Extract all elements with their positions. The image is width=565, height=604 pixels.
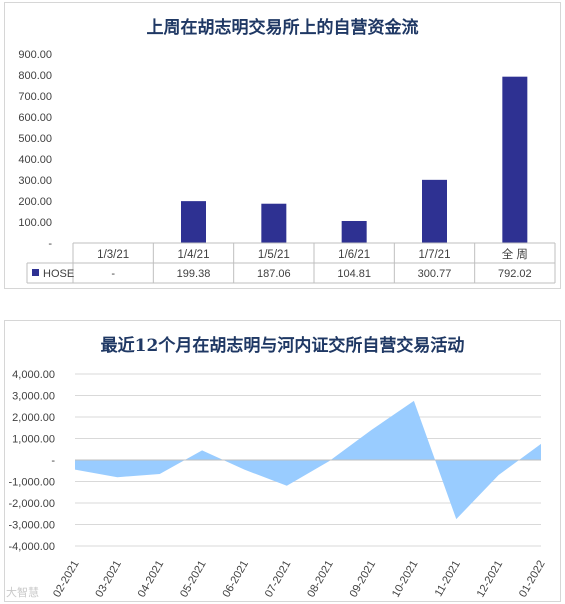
- data-label: 300.77: [418, 268, 452, 280]
- x-tick-label: 12-2021: [475, 559, 506, 600]
- x-tick-label: 08-2021: [305, 559, 336, 600]
- y-tick-label: -2,000.00: [9, 498, 55, 510]
- y-tick-label: 700.00: [18, 91, 52, 103]
- y-tick-label: -1,000.00: [9, 477, 55, 489]
- x-tick-label: 11-2021: [433, 559, 463, 599]
- x-tick-label: 09-2021: [348, 559, 379, 600]
- y-tick-label: 200.00: [18, 196, 52, 208]
- data-label: -: [111, 268, 115, 280]
- x-tick-label: 1/5/21: [258, 249, 290, 261]
- y-tick-label: 1,000.00: [12, 434, 55, 446]
- y-tick-label: -4,000.00: [9, 541, 55, 553]
- y-tick-label: 600.00: [18, 112, 52, 124]
- x-tick-label: 02-2021: [51, 559, 82, 600]
- y-tick-label: 100.00: [18, 217, 52, 229]
- data-label: 792.02: [498, 268, 532, 280]
- y-tick-label: 500.00: [18, 133, 52, 145]
- x-tick-label: 10-2021: [390, 559, 421, 600]
- x-tick-label: 1/3/21: [97, 249, 129, 261]
- bar: [261, 203, 287, 243]
- monthly-chart-svg: 4,000.00 3,000.00 2,000.00 1,000.00 - -1,000.…: [9, 369, 548, 600]
- y-tick-label: 800.00: [18, 70, 52, 82]
- data-label: 187.06: [257, 268, 291, 280]
- legend-label: HOSE: [43, 268, 74, 280]
- legend-swatch: [32, 269, 39, 276]
- y-tick-label: 300.00: [18, 175, 52, 187]
- y-tick-label: 400.00: [18, 154, 52, 166]
- x-tick-label: 01-2022: [517, 559, 548, 600]
- monthly-chart-panel: 最近12个月在胡志明与河内证交所自营交易活动 4,000.00 3,000.00 2…: [4, 320, 561, 602]
- y-tick-label: 2,000.00: [12, 412, 55, 424]
- x-tick-label: 1/7/21: [419, 249, 451, 261]
- x-tick-label: 06-2021: [220, 559, 251, 600]
- y-tick-label: -: [51, 455, 55, 467]
- x-tick-label: 04-2021: [136, 559, 167, 600]
- y-tick-label: 3,000.00: [12, 391, 55, 403]
- x-tick-label: 全 周: [502, 247, 528, 261]
- x-tick-label: 07-2021: [263, 559, 294, 600]
- data-label: 199.38: [177, 268, 211, 280]
- x-tick-label: 1/4/21: [178, 249, 210, 261]
- watermark-text: 大智慧: [6, 586, 39, 599]
- weekly-chart-title: 上周在胡志明交易所上的自营资金流: [146, 18, 419, 38]
- weekly-chart-panel: 上周在胡志明交易所上的自营资金流 900.00 800.00 700.00 600.0…: [4, 2, 561, 289]
- bar: [502, 76, 528, 243]
- y-tick-label: 4,000.00: [12, 369, 55, 381]
- bar: [181, 201, 206, 243]
- weekly-chart-svg: 900.00 800.00 700.00 600.00 500.00 400.00 300.…: [18, 49, 556, 284]
- y-tick-label: -3,000.00: [9, 520, 55, 532]
- x-tick-label: 1/6/21: [338, 249, 370, 261]
- x-tick-label: 03-2021: [93, 559, 124, 600]
- y-tick-label: -: [48, 238, 52, 250]
- x-tick-label: 05-2021: [178, 559, 209, 600]
- bar: [422, 179, 447, 243]
- bar: [341, 220, 367, 243]
- monthly-chart-title: 最近12个月在胡志明与河内证交所自营交易活动: [100, 336, 465, 356]
- y-tick-label: 900.00: [18, 49, 52, 61]
- data-label: 104.81: [337, 268, 371, 280]
